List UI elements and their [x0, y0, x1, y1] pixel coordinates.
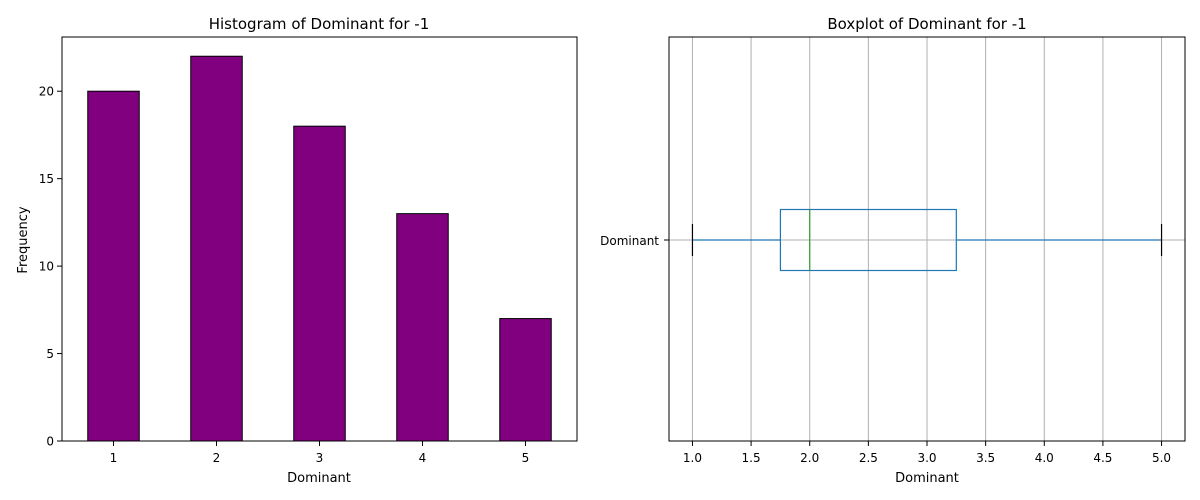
histogram-y-label: Frequency: [16, 206, 31, 273]
histogram-bar: [499, 318, 552, 442]
histogram-x-tick-label: 1: [110, 451, 118, 465]
histogram-bar: [293, 125, 346, 442]
histogram-x-ticks: 1 2 3 4 5: [110, 441, 530, 465]
boxplot-x-ticks: 1.0 1.5 2.0 2.5 3.0 3.5 4.0 4.5 5.0: [683, 441, 1171, 465]
boxplot-category-label: Dominant: [600, 234, 659, 248]
histogram-bar: [190, 55, 243, 442]
histogram-y-tick-label: 0: [46, 435, 54, 449]
histogram-y-tick-label: 20: [39, 85, 54, 99]
boxplot-x-tick-label: 2.0: [800, 451, 819, 465]
boxplot-title: Boxplot of Dominant for -1: [827, 15, 1026, 33]
boxplot-x-tick-label: 1.5: [742, 451, 761, 465]
boxplot-marks: [691, 208, 1163, 272]
boxplot-x-tick-label: 2.5: [859, 451, 878, 465]
boxplot-x-tick-label: 3.5: [976, 451, 995, 465]
boxplot-y-ticks: Dominant: [600, 234, 669, 248]
boxplot-chart: Boxplot of Dominant for -1 1.0 1.5 2.0 2.5 3…: [600, 15, 1186, 486]
histogram-title: Histogram of Dominant for -1: [209, 15, 430, 33]
histogram-x-tick-label: 5: [522, 451, 530, 465]
histogram-bars: [87, 55, 552, 442]
histogram-y-ticks: 0 5 10 15 20: [39, 85, 62, 449]
boxplot-x-tick-label: 1.0: [683, 451, 702, 465]
boxplot-box: [779, 208, 957, 272]
histogram-x-tick-label: 3: [316, 451, 324, 465]
boxplot-grid: [669, 37, 1185, 441]
boxplot-x-label: Dominant: [895, 471, 959, 486]
histogram-x-label: Dominant: [287, 471, 351, 486]
histogram-x-tick-label: 4: [419, 451, 427, 465]
histogram-chart: Histogram of Dominant for -1 0 5 10 15 20 1 2…: [16, 15, 578, 486]
histogram-x-tick-label: 2: [213, 451, 221, 465]
boxplot-x-tick-label: 4.0: [1035, 451, 1054, 465]
histogram-y-tick-label: 10: [39, 260, 54, 274]
boxplot-x-tick-label: 4.5: [1093, 451, 1112, 465]
histogram-y-tick-label: 5: [46, 347, 54, 361]
histogram-bar: [87, 90, 140, 442]
histogram-y-tick-label: 15: [39, 172, 54, 186]
boxplot-x-tick-label: 5.0: [1152, 451, 1171, 465]
histogram-bar: [396, 213, 449, 442]
boxplot-x-tick-label: 3.0: [917, 451, 936, 465]
